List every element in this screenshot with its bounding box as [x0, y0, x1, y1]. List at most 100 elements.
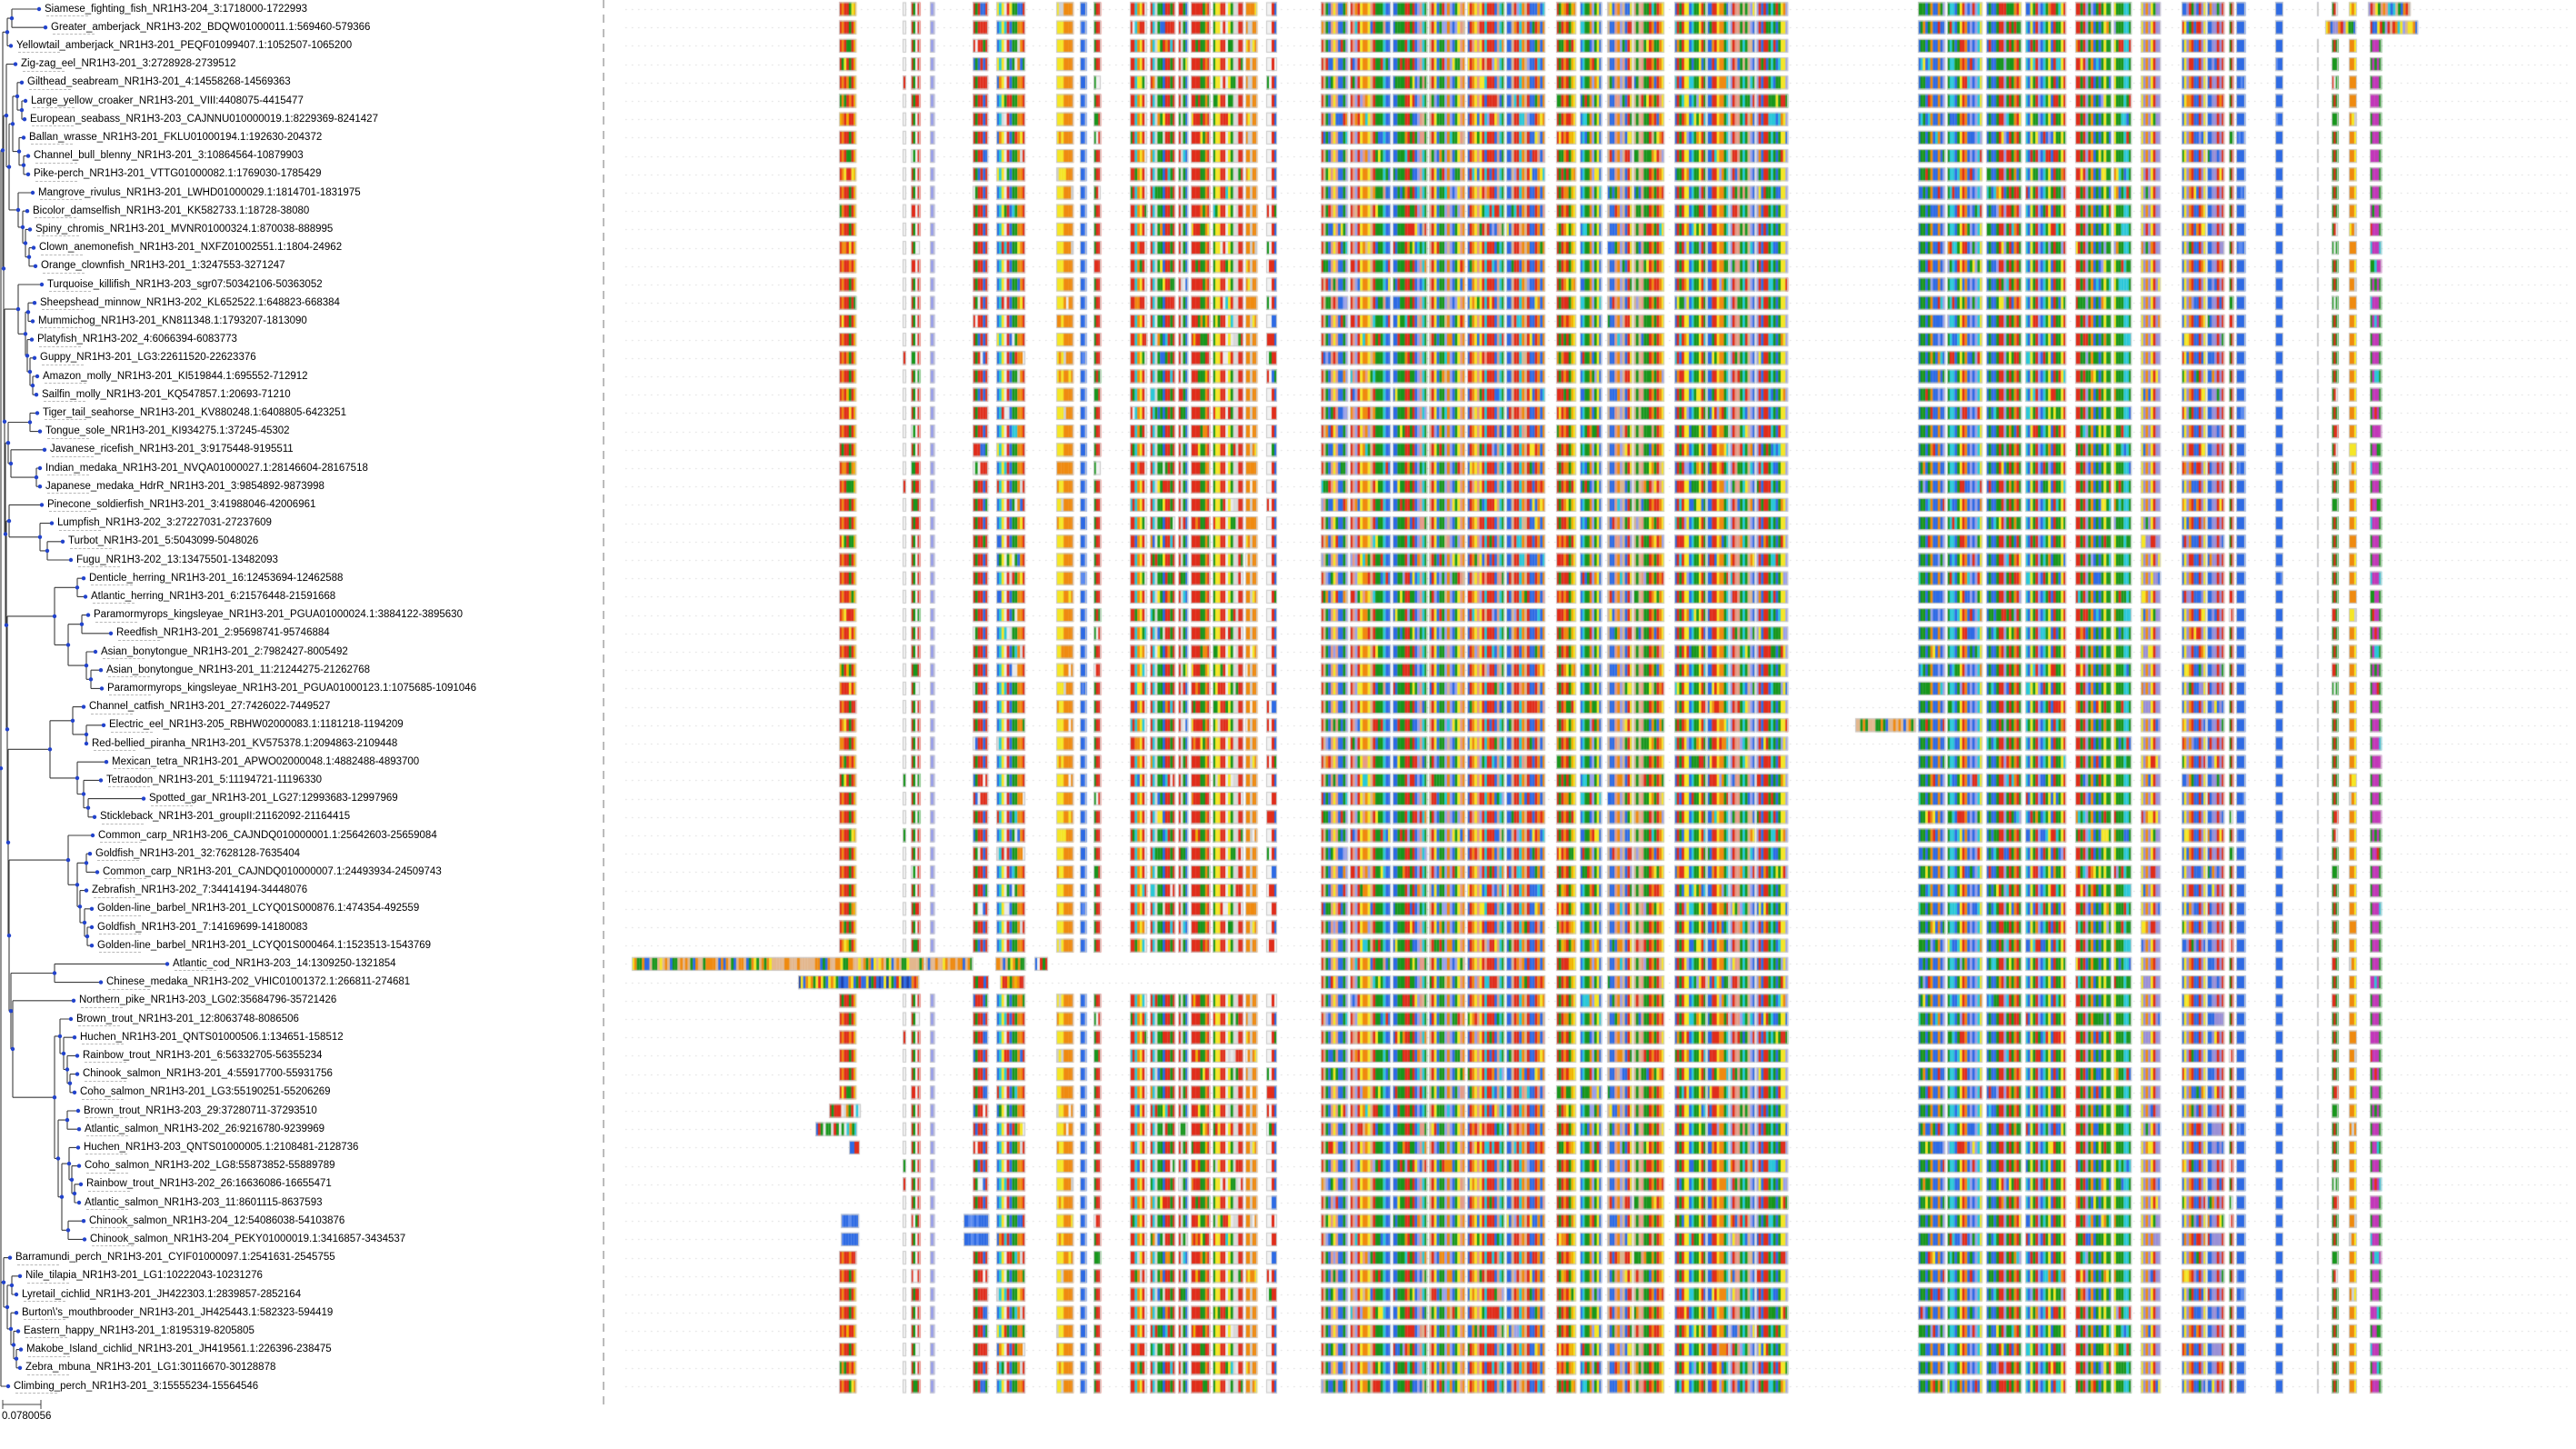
tree-node-dot [90, 833, 95, 838]
tree-node-dot [75, 775, 80, 781]
tree-leaf-label: Coho_salmon_NR1H3-201_LG3:55190251-55206… [80, 1086, 331, 1098]
tree-node-dot [59, 1194, 65, 1199]
tree-leaf-label: Rainbow_trout_NR1H3-202_26:16636086-1665… [86, 1178, 332, 1190]
tree-leaf-label: Chinook_salmon_NR1H3-204_12:54086038-541… [89, 1214, 345, 1226]
tree-leaf-label: Pike-perch_NR1H3-201_VTTG01000082.1:1769… [34, 168, 322, 180]
tree-node-dot [21, 163, 26, 167]
tree-node-dot [89, 944, 95, 948]
tree-node-dot [65, 643, 71, 647]
tree-node-dot [30, 319, 35, 324]
tree-leaf-label: Atlantic_salmon_NR1H3-203_11:8601115-863… [85, 1196, 323, 1208]
leaf-label-underline [108, 988, 150, 990]
tree-node-dot [17, 1274, 23, 1279]
tree-node-dot [89, 924, 95, 930]
leaf-label-underline [108, 676, 150, 678]
tree-node-dot [16, 149, 22, 154]
tree-node-dot [75, 883, 80, 887]
leaf-label-underline [25, 1337, 67, 1339]
tree-leaf-label: Common_carp_NR1H3-201_CAJNDQ010000007.1:… [103, 865, 442, 877]
tree-leaf-label: Siamese_fighting_fish_NR1H3-204_3:171800… [45, 3, 307, 15]
tree-node-dot [8, 1326, 14, 1332]
tree-leaf-label: Brown_trout_NR1H3-203_29:37280711-372935… [84, 1104, 317, 1116]
leaf-label-underline [44, 401, 85, 403]
tree-node-dot [26, 255, 32, 259]
tree-node-dot [15, 306, 21, 312]
leaf-label-underline [46, 15, 88, 16]
tree-node-dot [84, 663, 89, 668]
tree-node-dot [21, 135, 26, 140]
tree-leaf-label: Lyretail_cichlid_NR1H3-201_JH422303.1:28… [22, 1288, 302, 1300]
tree-node-dot [84, 741, 89, 746]
tree-leaf-label: Clown_anemonefish_NR1H3-201_NXFZ01002551… [39, 242, 343, 254]
tree-node-dot [82, 920, 87, 925]
leaf-label-underline [103, 658, 145, 659]
leaf-label-underline [33, 107, 75, 108]
tree-node-dot [35, 374, 40, 379]
tree-node-dot [165, 962, 170, 966]
tree-leaf-label: Bicolor_damselfish_NR1H3-201_KK582733.1:… [33, 205, 310, 216]
leaf-label-underline [114, 768, 155, 770]
tree-node-dot [13, 62, 18, 66]
tree-node-dot [9, 1283, 15, 1288]
leaf-label-underline [28, 1355, 70, 1357]
leaf-label-underline [85, 1062, 126, 1064]
tree-node-dot [39, 503, 45, 507]
tree-node-dot [0, 148, 5, 153]
tree-leaf-label: Turbot_NR1H3-201_5:5043099-5048026 [68, 535, 259, 547]
tree-node-dot [99, 686, 105, 691]
tree-leaf-label: Indian_medaka_NR1H3-201_NVQA01000027.1:2… [45, 462, 368, 474]
tree-node-dot [15, 207, 21, 213]
tree-node-dot [18, 1347, 24, 1352]
leaf-label-underline [40, 327, 82, 329]
leaf-label-underline [105, 878, 146, 880]
tree-leaf-label: Goldfish_NR1H3-201_32:7628128-7635404 [95, 847, 301, 859]
leaf-label-underline [91, 1227, 133, 1229]
tree-leaf-label: Stickleback_NR1H3-201_groupII:21162092-2… [100, 811, 351, 823]
tree-node-dot [25, 354, 30, 358]
tree-node-dot [23, 98, 28, 104]
tree-node-dot [81, 705, 86, 709]
leaf-label-underline [85, 1117, 127, 1118]
leaf-label-underline [27, 1282, 69, 1284]
tree-leaf-label: Sailfin_molly_NR1H3-201_KQ547857.1:20693… [42, 388, 291, 400]
tree-node-dot [37, 429, 43, 434]
leaf-label-underline [99, 914, 141, 916]
tree-node-dot [49, 521, 55, 525]
tree-node-dot [8, 1009, 14, 1014]
tree-node-dot [39, 282, 45, 287]
tree-leaf-label: Electric_eel_NR1H3-205_RBHW02000083.1:11… [109, 719, 404, 731]
leaf-label-underline [94, 750, 135, 751]
tree-node-dot [25, 172, 31, 176]
tree-node-dot [23, 332, 28, 336]
tree-node-dot [76, 1164, 82, 1168]
tree-leaf-label: Golden-line_barbel_NR1H3-201_LCYQ01S0008… [97, 903, 420, 914]
tree-leaf-label: Reedfish_NR1H3-201_2:95698741-95746884 [116, 627, 330, 639]
tree-node-dot [76, 1200, 82, 1205]
leaf-label-underline [97, 860, 139, 862]
tree-node-dot [84, 732, 89, 737]
leaf-label-underline [91, 713, 133, 715]
tree-node-dot [72, 1035, 77, 1040]
tree-leaf-label: Ballan_wrasse_NR1H3-201_FKLU01000194.1:1… [29, 131, 323, 143]
tree-node-dot [65, 1067, 70, 1072]
tree-leaf-label: Turquoise_killifish_NR1H3-203_sgr07:5034… [47, 278, 323, 290]
tree-leaf-label: Asian_bonytongue_NR1H3-201_11:21244275-2… [106, 664, 371, 675]
tree-node-dot [81, 792, 86, 796]
tree-node-dot [67, 1081, 73, 1085]
tree-node-dot [31, 245, 36, 250]
tree-node-dot [1, 1280, 6, 1284]
tree-node-dot [65, 1117, 70, 1123]
tree-node-dot [37, 465, 43, 471]
tree-leaf-label: Atlantic_cod_NR1H3-203_14:1309250-132185… [173, 957, 396, 969]
tree-node-dot [75, 585, 80, 590]
tree-node-dot [84, 888, 89, 893]
leaf-label-underline [47, 437, 89, 439]
leaf-label-underline [118, 639, 160, 641]
tree-node-dot [7, 1255, 13, 1260]
tree-leaf-label: Zebrafish_NR1H3-202_7:34414194-34448076 [92, 884, 308, 896]
tree-node-dot [75, 1145, 81, 1150]
tree-leaf-label: Amazon_molly_NR1H3-201_KI519844.1:695552… [43, 370, 308, 382]
tree-node-dot [8, 461, 14, 466]
tree-node-dot [85, 934, 90, 939]
